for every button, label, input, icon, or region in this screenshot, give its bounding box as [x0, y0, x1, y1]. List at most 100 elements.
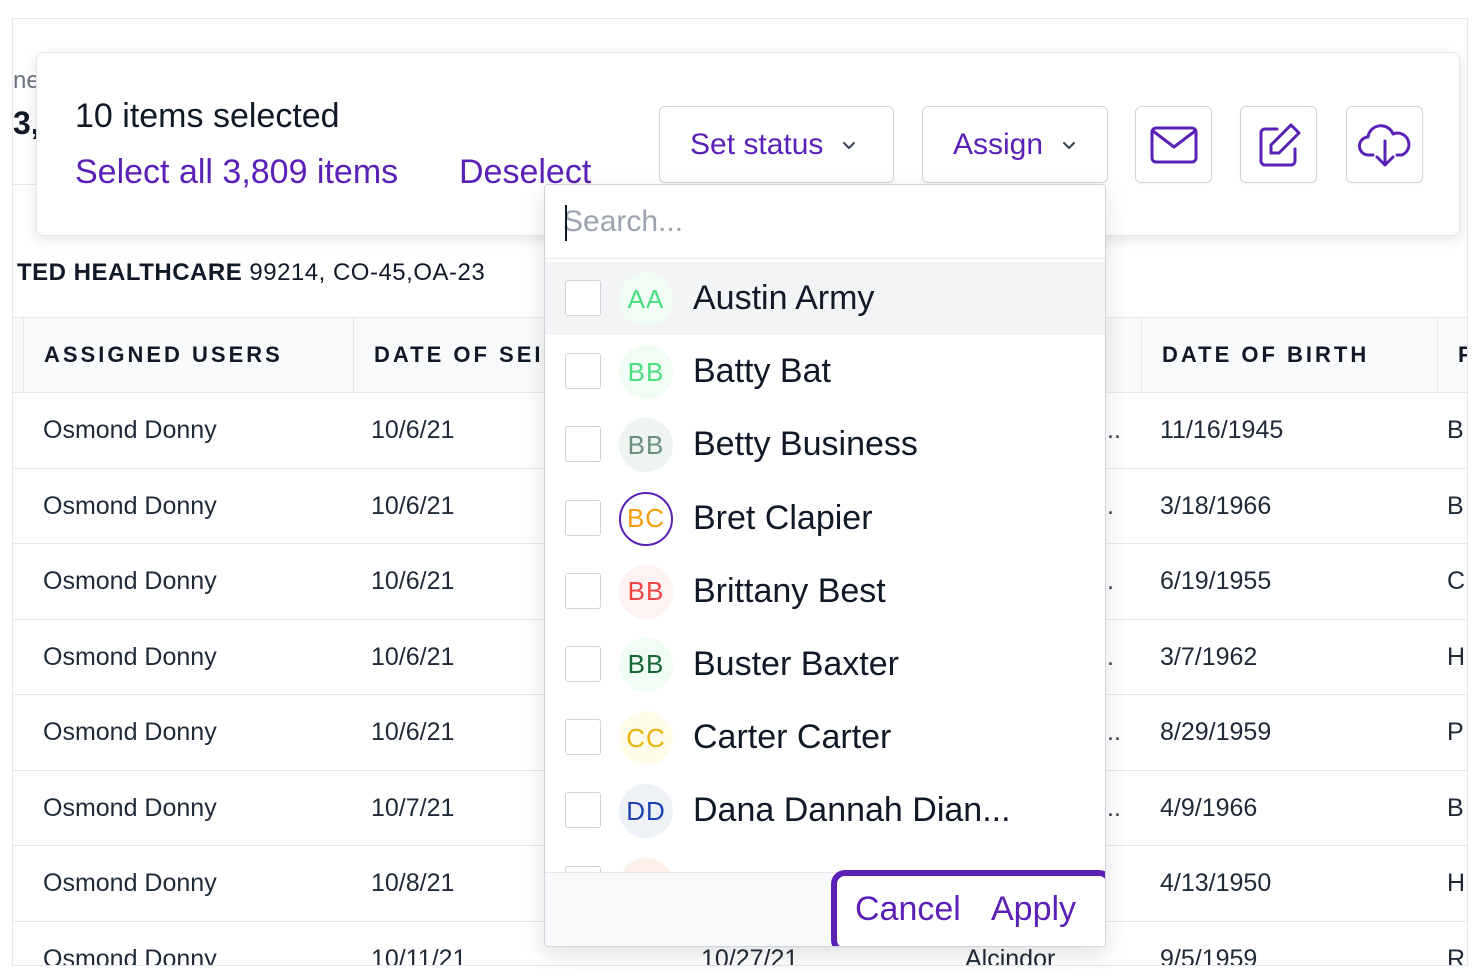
user-option-buster-baxter[interactable]: BB Buster Baxter	[545, 628, 1105, 701]
cell-date: 10/6/21	[371, 416, 455, 444]
user-checkbox[interactable]	[565, 499, 601, 536]
user-checkbox[interactable]	[565, 645, 601, 682]
user-options-list[interactable]: AA Austin Army BB Batty Bat BB Betty Bus…	[545, 262, 1105, 872]
user-search-input[interactable]	[545, 185, 1105, 259]
cell-next: C	[1447, 567, 1466, 595]
cell-assigned-user: Osmond Donny	[43, 944, 217, 966]
download-button[interactable]	[1346, 106, 1423, 183]
cell-date: 10/6/21	[371, 642, 455, 671]
cell-assigned-user: Osmond Donny	[43, 416, 217, 444]
assign-label: Assign	[953, 127, 1044, 161]
avatar: DD	[619, 784, 673, 839]
email-button[interactable]	[1135, 106, 1212, 183]
set-status-button[interactable]: Set status	[659, 106, 894, 183]
user-checkbox[interactable]	[565, 792, 601, 829]
user-name: Betty Business	[693, 425, 918, 464]
cell-truncated: .	[1107, 491, 1114, 520]
cell-date: 10/6/21	[371, 567, 455, 595]
background-partial-count: 3,	[13, 105, 40, 141]
cell-date: 10/6/21	[371, 718, 455, 746]
cell-assigned-user: Osmond Donny	[43, 491, 217, 520]
chevron-down-icon	[1063, 141, 1076, 149]
cell-next: B	[1447, 491, 1464, 520]
avatar	[619, 857, 673, 872]
selected-count-label: 10 items selected	[75, 97, 340, 135]
cell-next: B	[1447, 416, 1464, 444]
user-option-partial[interactable]	[545, 848, 1105, 872]
user-name: Dana Dannah Dian...	[693, 791, 1011, 830]
avatar: BB	[619, 564, 673, 619]
edit-icon	[1259, 123, 1300, 166]
cell-assigned-user: Osmond Donny	[43, 793, 217, 822]
cell-truncated	[1107, 846, 1137, 921]
avatar: BB	[619, 637, 673, 692]
cell-next: H	[1447, 869, 1466, 897]
cell-truncated: ..	[1107, 718, 1121, 746]
claim-codes: 99214, CO-45,OA-23	[242, 259, 486, 286]
cell-dob: 6/19/1955	[1160, 567, 1272, 595]
cell-next: H	[1447, 642, 1466, 671]
cell-assigned-user: Osmond Donny	[43, 869, 217, 897]
cell-dob: 9/5/1959	[1160, 944, 1258, 966]
column-header-date-of-birth[interactable]: DATE OF BIRTH	[1141, 318, 1437, 392]
avatar: BB	[619, 418, 673, 473]
user-checkbox[interactable]	[565, 353, 601, 390]
cell-truncated: .	[1107, 642, 1114, 671]
user-checkbox[interactable]	[565, 865, 601, 872]
table-row[interactable]: Osmond Donny 10/11/21 10/27/21 Alcindor …	[13, 922, 1467, 966]
background-divider	[13, 184, 43, 185]
background-partial-label: ne	[13, 67, 40, 94]
select-all-link[interactable]: Select all 3,809 items	[75, 153, 399, 191]
user-name: Buster Baxter	[693, 644, 899, 683]
cell-truncated: ..	[1107, 416, 1121, 444]
user-option-betty-business[interactable]: BB Betty Business	[545, 408, 1105, 481]
user-name: Bret Clapier	[693, 498, 873, 537]
cell-assigned-user: Osmond Donny	[43, 642, 217, 671]
user-option-brittany-best[interactable]: BB Brittany Best	[545, 555, 1105, 628]
cell-date: 10/11/21	[371, 944, 467, 966]
apply-button[interactable]: Apply	[991, 890, 1077, 928]
user-option-dana-dannah[interactable]: DD Dana Dannah Dian...	[545, 774, 1105, 847]
cloud-download-icon	[1357, 123, 1410, 166]
cell-dob: 3/18/1966	[1160, 491, 1272, 520]
user-option-bret-clapier[interactable]: BC Bret Clapier	[545, 482, 1105, 555]
dropdown-actions-highlight: Cancel Apply	[831, 870, 1105, 946]
column-header-date-of-service[interactable]: DATE OF SEI	[353, 318, 653, 392]
cell-next: P	[1447, 718, 1464, 746]
user-checkbox[interactable]	[565, 572, 601, 609]
avatar: BC	[619, 491, 673, 546]
cell-next: R	[1447, 944, 1466, 966]
table-row[interactable]: Osmond Donny 10/6/21 . 6/19/1955 C	[13, 544, 1467, 620]
user-name: Carter Carter	[693, 718, 892, 757]
column-header-assigned-users[interactable]: ASSIGNED USERS	[23, 318, 353, 392]
assign-button[interactable]: Assign	[922, 106, 1108, 183]
payer-name: TED HEALTHCARE	[17, 259, 243, 286]
cell-name: Alcindor	[965, 944, 1056, 966]
set-status-label: Set status	[690, 127, 824, 161]
dropdown-footer: Cancel Apply	[545, 870, 1105, 946]
cancel-button[interactable]: Cancel	[855, 890, 961, 928]
cell-date-secondary: 10/27/21	[701, 944, 799, 966]
user-option-austin-army[interactable]: AA Austin Army	[545, 262, 1105, 336]
user-checkbox[interactable]	[565, 280, 601, 316]
cell-dob: 4/13/1950	[1160, 869, 1272, 897]
avatar: BB	[619, 345, 673, 400]
mail-icon	[1150, 126, 1197, 163]
text-caret	[565, 205, 567, 241]
user-name: Austin Army	[693, 279, 875, 317]
cell-assigned-user: Osmond Donny	[43, 567, 217, 595]
claim-subheading: TED HEALTHCARE 99214, CO-45,OA-23	[17, 259, 485, 287]
cell-date: 10/7/21	[371, 793, 455, 822]
user-name: Brittany Best	[693, 571, 886, 610]
user-checkbox[interactable]	[565, 426, 601, 463]
user-name: Batty Bat	[693, 352, 831, 391]
avatar: AA	[619, 272, 673, 326]
cell-dob: 4/9/1966	[1160, 793, 1258, 822]
column-header-next[interactable]: P	[1437, 318, 1467, 392]
user-option-carter-carter[interactable]: CC Carter Carter	[545, 701, 1105, 774]
edit-button[interactable]	[1240, 106, 1317, 183]
user-option-batty-bat[interactable]: BB Batty Bat	[545, 335, 1105, 408]
cell-date: 10/6/21	[371, 491, 455, 520]
user-checkbox[interactable]	[565, 719, 601, 756]
chevron-down-icon	[843, 141, 856, 149]
